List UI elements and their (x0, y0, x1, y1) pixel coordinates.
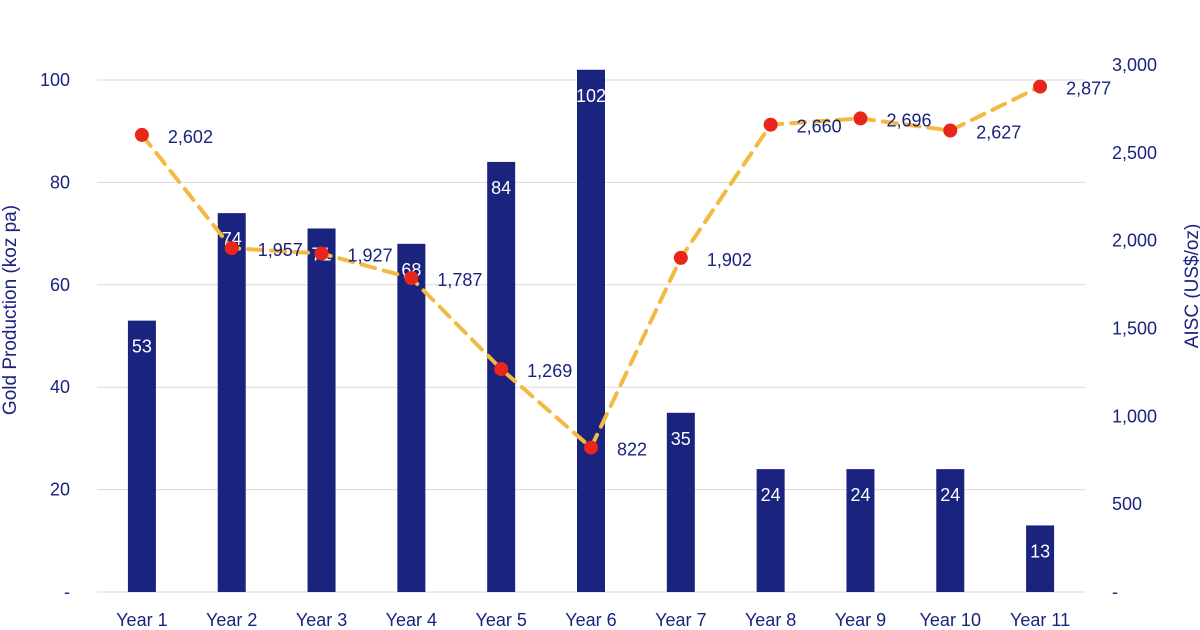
left-tick-label: 100 (40, 70, 70, 90)
line-point (1033, 79, 1048, 94)
left-axis-title: Gold Production (koz pa) (0, 205, 21, 415)
line-series: 2,602 1,957 1,927 1,787 1,269 822 1,902 2,660 2,… (134, 79, 1111, 460)
right-axis-ticks: - 500 1,000 1,500 2,000 2,500 3,000 (1112, 55, 1157, 602)
left-tick-label: 20 (50, 480, 70, 500)
bar-value-label: 24 (850, 485, 870, 505)
line-value-label: 2,696 (886, 110, 931, 130)
line-point (404, 271, 419, 286)
bar-value-label: 24 (940, 485, 960, 505)
line-point (224, 241, 239, 256)
right-tick-label: 2,500 (1112, 143, 1157, 163)
bar (577, 69, 605, 592)
right-tick-label: 500 (1112, 494, 1142, 514)
bar (666, 412, 695, 592)
bar-value-label: 102 (576, 86, 606, 106)
left-tick-label: 60 (50, 275, 70, 295)
line-value-label: 2,660 (797, 117, 842, 137)
bar (756, 469, 785, 592)
bar-value-label: 53 (132, 337, 152, 357)
line-point (584, 440, 598, 455)
x-tick-label: Year 2 (206, 610, 257, 630)
bar-value-label: 13 (1030, 541, 1050, 561)
left-axis-ticks: - 20 40 60 80 100 (40, 70, 70, 602)
right-tick-label: 3,000 (1112, 55, 1157, 75)
line-value-label: 1,902 (707, 250, 752, 270)
line-value-label: 1,269 (527, 361, 572, 381)
line-value-label: 1,927 (348, 245, 393, 265)
x-tick-label: Year 8 (745, 610, 796, 630)
line-point (673, 250, 688, 265)
line-point (494, 362, 509, 377)
line-point (763, 117, 778, 132)
left-tick-label: 80 (50, 172, 70, 192)
bar (1026, 525, 1055, 592)
left-tick-label: - (64, 582, 70, 602)
bar-value-label: 84 (491, 178, 511, 198)
bar (936, 469, 965, 592)
x-tick-label: Year 11 (1010, 610, 1070, 630)
x-tick-label: Year 10 (920, 610, 981, 630)
bar (397, 243, 426, 592)
line-point (134, 127, 149, 142)
right-tick-label: 1,000 (1112, 406, 1157, 426)
line-point (943, 123, 958, 138)
line-value-label: 2,627 (976, 123, 1021, 143)
line-value-label: 1,787 (437, 270, 482, 290)
bar (127, 320, 156, 592)
bar-value-label: 24 (761, 485, 781, 505)
line-value-label: 1,957 (258, 240, 303, 260)
bar (307, 228, 336, 593)
x-tick-label: Year 5 (475, 610, 526, 630)
line-value-label: 822 (617, 440, 647, 460)
right-tick-label: - (1112, 582, 1118, 602)
x-tick-label: Year 7 (655, 610, 706, 630)
right-tick-label: 1,500 (1112, 319, 1157, 339)
bar (846, 469, 875, 592)
x-tick-label: Year 1 (116, 610, 167, 630)
bar-value-label: 35 (671, 429, 691, 449)
line-point (314, 246, 329, 261)
line-value-label: 2,602 (168, 127, 213, 147)
bar-series: 53747168841023524242413 (127, 69, 1055, 593)
x-tick-label: Year 9 (835, 610, 886, 630)
right-axis-title: AISC (US$/oz) (1182, 224, 1200, 349)
line-value-label: 2,877 (1066, 79, 1111, 99)
x-tick-label: Year 6 (565, 610, 616, 630)
left-tick-label: 40 (50, 377, 70, 397)
x-axis-ticks: Year 1 Year 2 Year 3 Year 4 Year 5 Year 6 Year… (116, 610, 1070, 630)
x-tick-label: Year 3 (296, 610, 347, 630)
x-tick-label: Year 4 (386, 610, 437, 630)
bar (217, 213, 246, 592)
line-point (853, 111, 868, 126)
right-tick-label: 2,000 (1112, 231, 1157, 251)
